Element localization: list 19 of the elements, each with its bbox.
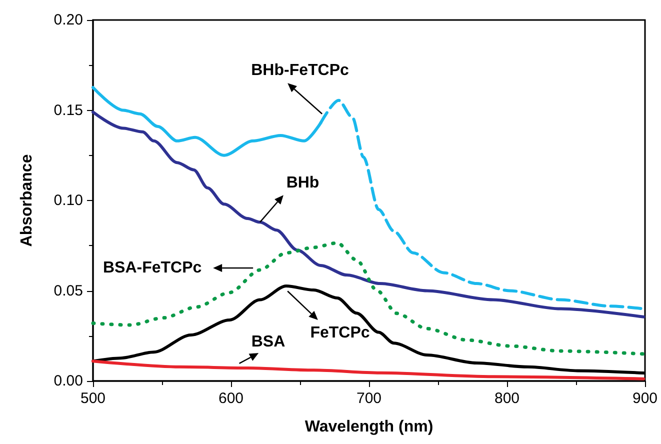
y-tick-label: 0.05 bbox=[54, 282, 83, 300]
annotation: BHb bbox=[286, 174, 320, 192]
annotation: BHb-FeTCPc bbox=[251, 62, 349, 80]
annotation: BSA bbox=[251, 334, 286, 351]
line-series bbox=[92, 110, 646, 318]
x-tick-label: 900 bbox=[632, 390, 658, 407]
line-series bbox=[91, 241, 646, 356]
x-tick-label: 500 bbox=[80, 390, 106, 407]
x-tick-label: 700 bbox=[356, 390, 382, 407]
x-tick-label: 600 bbox=[218, 390, 244, 407]
y-axis-title: Absorbance bbox=[18, 154, 36, 247]
x-axis-title: Wavelength (nm) bbox=[304, 418, 434, 436]
y-tick-label: 0.10 bbox=[54, 192, 83, 209]
y-tick-label: 0.00 bbox=[54, 372, 83, 390]
y-tick-label: 0.20 bbox=[54, 12, 83, 28]
y-tick-label: 0.15 bbox=[54, 102, 83, 119]
annotation: BSA-FeTCPc bbox=[102, 260, 202, 277]
annotation: FeTCPc bbox=[310, 324, 370, 342]
x-tick-label: 800 bbox=[494, 390, 520, 407]
